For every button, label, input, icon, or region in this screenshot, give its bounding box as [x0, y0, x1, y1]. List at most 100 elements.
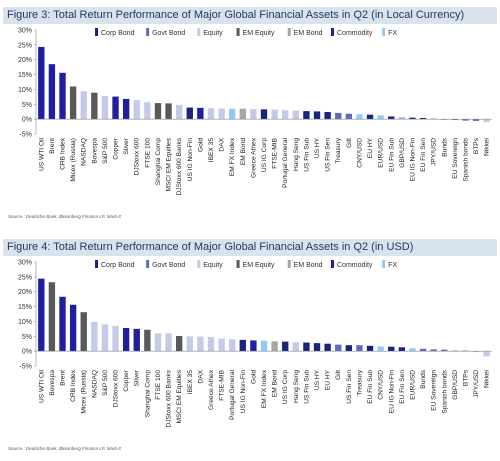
x-tick-label-us-ig-corp: US IG Corp	[282, 370, 289, 404]
bar-gilt	[335, 344, 342, 352]
bar-copper	[122, 327, 130, 352]
legend-swatch-equity	[197, 28, 201, 36]
y-tick-label: 10%	[18, 87, 32, 94]
legend-label-em-equity: EM Equity	[243, 30, 275, 37]
legend-item-corp-bond: Corp Bond	[95, 28, 135, 37]
x-tick-label-ibex-35: IBEX 35	[208, 138, 215, 163]
bar-nikkei	[483, 119, 490, 123]
bar-dax	[218, 108, 225, 120]
bar-copper	[112, 96, 119, 120]
bar-bovespa	[48, 282, 56, 352]
bar-hang-seng	[292, 110, 299, 120]
x-tick-label-s-p-500: S&P 500	[102, 370, 109, 396]
x-tick-label-micex-russia: Micex (Russia)	[70, 138, 77, 182]
legend-swatch-fx	[382, 260, 386, 268]
x-tick-label-djstoxx-600-banks: DJStoxx 600 Banks	[166, 369, 173, 427]
bar-shanghai-comp	[144, 329, 151, 352]
y-tick-label: 0%	[22, 349, 32, 356]
legend-label-fx: FX	[388, 30, 397, 37]
bar-spanish-bonds	[462, 119, 469, 121]
x-tick-label-bunds: Bunds	[441, 137, 448, 156]
bar-msci-em-equities	[165, 103, 172, 120]
x-tick-label-eu-hy: EU HY	[325, 369, 332, 390]
legend-swatch-em-bond	[287, 28, 291, 36]
legend-item-em-bond: EM Bond	[287, 260, 323, 269]
x-tick-label-nasdaq: NASDAQ	[81, 138, 88, 166]
x-tick-label-eu-ig-non-fin: EU IG Non-Fin	[388, 370, 395, 414]
figure-3-source: Source : Deutsche Bank, Bloomberg Financ…	[8, 214, 121, 219]
bar-djstoxx-600	[133, 100, 140, 120]
x-tick-label-spanish-bonds: Spanish bonds	[462, 137, 469, 181]
x-tick-label-dax: DAX	[219, 137, 226, 151]
bar-us-ig-corp	[282, 341, 289, 352]
x-tick-label-jpy-usd: JPY/USD	[431, 138, 438, 166]
bar-djstoxx-600	[112, 325, 119, 352]
x-tick-label-micex-russia: Micex (Russia)	[81, 370, 88, 414]
legend-item-fx: FX	[382, 260, 397, 269]
bar-eu-fin-sub	[366, 345, 374, 352]
bar-cny-usd	[356, 114, 363, 120]
bar-silver	[133, 328, 140, 352]
x-tick-label-portugal-general: Portugal General	[229, 369, 236, 419]
x-tick-label-gbp-usd: GBP/USD	[452, 370, 459, 400]
legend-swatch-em-equity	[236, 260, 240, 268]
bar-nasdaq	[91, 322, 98, 352]
x-tick-label-eu-fin-sen: EU Fin Sen	[399, 370, 406, 404]
x-tick-label-em-bond: EM Bond	[240, 138, 247, 165]
x-tick-label-eur-usd: EUR/USD	[409, 370, 416, 400]
bar-eu-sovereign	[451, 119, 459, 121]
bar-jpy-usd	[472, 351, 480, 353]
legend-item-commodity: Commodity	[331, 28, 373, 37]
x-tick-label-nikkei: Nikkei	[484, 137, 491, 155]
figure-4-chart: Corp Bond Govt Bond Equity EM Equity EM Bond…	[18, 260, 492, 428]
y-tick-label: 30%	[18, 260, 32, 267]
x-tick-label-us-ig-non-fin: US IG Non-Fin	[187, 138, 194, 182]
figure-3-panel: Figure 3: Total Return Performance of Ma…	[0, 0, 500, 229]
x-tick-label-em-fx-index: EM FX Index	[229, 137, 236, 176]
legend-label-corp-bond: Corp Bond	[101, 30, 135, 37]
bar-nikkei	[483, 351, 490, 357]
x-tick-label-portugal-general: Portugal General	[282, 137, 289, 187]
x-tick-label-bunds: Bunds	[420, 369, 427, 388]
x-tick-label-s-p-500: S&P 500	[102, 138, 109, 164]
x-tick-label-us-fin-sen: US Fin Sen	[325, 138, 332, 172]
x-tick-label-msci-em-equities: MSCI EM Equities	[166, 137, 173, 191]
x-tick-label-brent: Brent	[60, 370, 67, 386]
x-tick-label-eu-fin-sub: EU Fin Sub	[388, 138, 395, 172]
bar-msci-em-equities	[175, 335, 183, 352]
bar-ftse-100	[144, 102, 151, 120]
bar-s-p-500	[101, 95, 109, 120]
legend-label-equity: Equity	[203, 262, 223, 269]
x-tick-label-cny-usd: CNY/USD	[378, 370, 385, 400]
y-tick-label: 20%	[18, 57, 32, 64]
bar-eu-fin-sen	[398, 347, 406, 352]
bar-eu-hy	[324, 343, 331, 352]
x-tick-label-spanish-bonds: Spanish bonds	[441, 369, 448, 413]
bar-em-fx-index	[229, 108, 236, 120]
x-tick-label-us-wti-oil: US WTI Oil	[38, 369, 45, 403]
x-tick-label-copper: Copper	[113, 137, 120, 159]
x-tick-label-us-hy: US HY	[314, 369, 321, 390]
x-tick-label-eu-fin-sen: EU Fin Sen	[420, 138, 427, 172]
bar-gold	[250, 340, 257, 352]
x-tick-label-treasury: Treasury	[356, 369, 363, 395]
x-tick-label-greece-athex: Greece Athex	[208, 369, 215, 410]
legend-label-commodity: Commodity	[337, 30, 373, 37]
figure-4-panel: Figure 4: Total Return Performance of Ma…	[0, 232, 500, 461]
legend-label-fx: FX	[388, 262, 397, 269]
bar-em-fx-index	[260, 340, 268, 352]
x-tick-label-nasdaq: NASDAQ	[91, 370, 98, 398]
x-tick-label-silver: Silver	[123, 137, 130, 154]
x-tick-label-us-fin-sub: US Fin Sub	[303, 138, 310, 172]
bar-eur-usd	[377, 115, 384, 120]
legend-label-em-bond: EM Bond	[294, 30, 323, 37]
bar-brent	[48, 64, 56, 120]
x-tick-label-nikkei: Nikkei	[484, 369, 491, 387]
x-tick-label-bovespa: Bovespa	[91, 138, 98, 164]
bar-em-bond	[239, 108, 246, 120]
bar-ibex-35	[186, 336, 193, 352]
y-tick-label: 20%	[18, 289, 32, 296]
bar-greece-athex	[207, 336, 215, 352]
legend-swatch-govt-bond	[146, 28, 150, 36]
bar-silver	[122, 98, 130, 120]
